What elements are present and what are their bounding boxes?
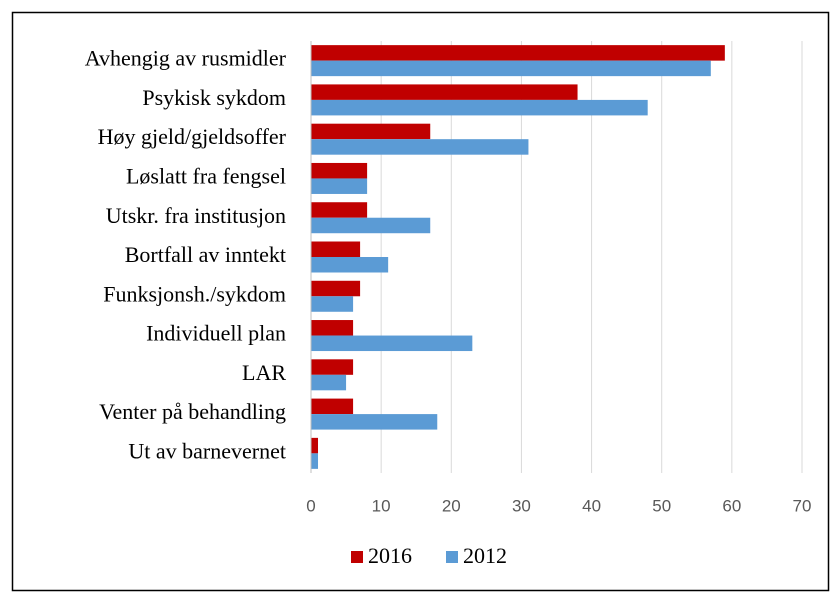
bar bbox=[311, 296, 354, 312]
bar bbox=[311, 437, 319, 454]
legend-swatch bbox=[446, 551, 458, 563]
y-tick-label: Bortfall av inntekt bbox=[125, 242, 286, 267]
x-tick-label: 0 bbox=[306, 496, 315, 515]
bar bbox=[311, 398, 354, 415]
bar bbox=[311, 60, 711, 77]
bar bbox=[311, 139, 529, 155]
y-tick-label: Avhengig av rusmidler bbox=[85, 46, 287, 71]
legend-label: 2012 bbox=[463, 543, 507, 568]
bar bbox=[311, 123, 431, 140]
bar bbox=[311, 359, 354, 375]
bar bbox=[311, 374, 347, 391]
y-tick-label: Løslatt fra fengsel bbox=[126, 164, 286, 189]
bar bbox=[311, 99, 648, 116]
bar bbox=[311, 162, 368, 179]
bar bbox=[311, 202, 368, 218]
legend-swatch bbox=[351, 551, 363, 563]
y-tick-label: Psykisk sykdom bbox=[142, 85, 286, 110]
y-tick-label: Høy gjeld/gjeldsoffer bbox=[98, 124, 287, 149]
y-tick-label: Ut av barnevernet bbox=[128, 438, 286, 463]
y-tick-label: LAR bbox=[242, 360, 286, 385]
x-tick-label: 70 bbox=[793, 496, 812, 515]
y-tick-label: Individuell plan bbox=[146, 321, 286, 346]
x-tick-label: 30 bbox=[512, 496, 531, 515]
y-tick-label: Utskr. fra institusjon bbox=[106, 203, 286, 228]
bar bbox=[311, 45, 725, 61]
bar bbox=[311, 257, 389, 273]
bar bbox=[311, 320, 354, 336]
x-tick-label: 20 bbox=[442, 496, 461, 515]
x-tick-label: 40 bbox=[582, 496, 601, 515]
bar bbox=[311, 84, 578, 100]
x-tick-label: 60 bbox=[722, 496, 741, 515]
bar bbox=[311, 414, 438, 430]
y-tick-label: Funksjonsh./sykdom bbox=[103, 281, 286, 306]
legend-label: 2016 bbox=[368, 543, 412, 568]
bar bbox=[311, 217, 431, 234]
bar bbox=[311, 335, 473, 352]
y-tick-label: Venter på behandling bbox=[99, 399, 286, 424]
bar bbox=[311, 241, 361, 257]
x-tick-label: 50 bbox=[652, 496, 671, 515]
bar bbox=[311, 453, 319, 469]
bar bbox=[311, 280, 361, 297]
x-tick-label: 10 bbox=[372, 496, 391, 515]
bar bbox=[311, 178, 368, 194]
